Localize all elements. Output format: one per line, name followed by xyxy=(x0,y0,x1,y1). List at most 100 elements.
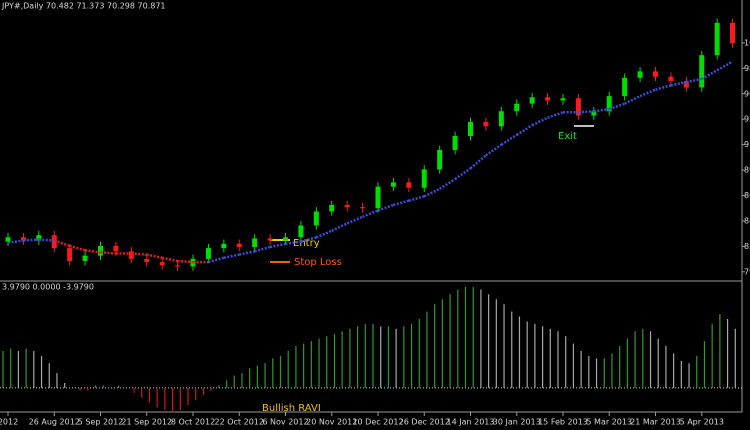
ma-segment xyxy=(38,238,55,242)
y-tick-label: 79.7 xyxy=(744,267,750,276)
candle-body xyxy=(82,255,88,262)
candle-body xyxy=(283,237,288,241)
ma-segment xyxy=(223,253,240,260)
x-tick-label: 10 Dec 2012 xyxy=(352,418,403,427)
ma-segment xyxy=(315,229,333,239)
x-tick-label: 5 Apr 2013 xyxy=(680,418,724,427)
x-tick-label: 14 Jan 2013 xyxy=(447,418,495,427)
y-tick-label: 96.22 xyxy=(744,89,750,98)
candle-body xyxy=(699,55,705,88)
ma-segment xyxy=(393,199,410,207)
candle-body xyxy=(714,22,720,56)
x-tick-label: 6 Nov 2012 xyxy=(262,418,308,427)
x-tick-label: 26 Dec 2012 xyxy=(399,418,450,427)
candle-body xyxy=(730,22,736,44)
entry-label: Entry xyxy=(293,238,320,249)
x-tick-label: 2012 xyxy=(0,418,18,427)
ma-segment xyxy=(53,239,71,248)
ma-segment xyxy=(269,242,286,249)
ma-segment xyxy=(423,187,441,198)
ma-segment xyxy=(7,239,24,244)
y-tick-label: 91.5 xyxy=(744,140,750,149)
candle-body xyxy=(159,262,165,266)
candle-body xyxy=(144,258,150,263)
ma-segment xyxy=(439,178,456,190)
ma-segment xyxy=(408,195,425,202)
candle-body xyxy=(205,248,211,259)
candle-body xyxy=(36,235,42,241)
y-tick-label: 89.14 xyxy=(744,166,750,175)
ma-segment xyxy=(161,256,178,263)
ma-segment xyxy=(84,249,101,254)
y-tick-label: 93.86 xyxy=(744,115,750,124)
candle-body xyxy=(622,77,628,97)
candle-body xyxy=(313,211,319,226)
candle-body xyxy=(653,71,658,77)
ma-segment xyxy=(69,244,86,252)
ma-segment xyxy=(686,77,703,84)
candle-body xyxy=(298,225,304,238)
ma-segment xyxy=(23,238,39,242)
x-tick-label: 15 Feb 2013 xyxy=(538,418,588,427)
ma-segment xyxy=(485,143,503,157)
ma-segment xyxy=(238,250,255,256)
ma-segment xyxy=(608,102,626,111)
chart-title: JPY#,Daily 70.482 71.373 70.298 70.871 xyxy=(1,2,166,11)
exit-label: Exit xyxy=(558,131,577,142)
candle-body xyxy=(390,182,396,187)
ma-segment xyxy=(701,69,718,80)
x-tick-label: 26 Aug 2012 xyxy=(29,418,80,427)
ma-segment xyxy=(531,116,549,127)
ma-segment xyxy=(208,256,225,264)
candle-body xyxy=(452,136,458,151)
x-tick-label: 20 Nov 2012 xyxy=(306,418,357,427)
y-tick-label: 84.42 xyxy=(744,216,750,225)
ma-segment xyxy=(639,88,656,98)
x-tick-label: 21 Mar 2013 xyxy=(630,418,681,427)
candle-body xyxy=(267,238,273,241)
ma-segment xyxy=(716,60,734,72)
candle-body xyxy=(221,243,227,249)
ma-segment xyxy=(331,222,348,232)
ma-segment xyxy=(362,209,379,218)
candle-body xyxy=(591,111,597,116)
candle-body xyxy=(252,238,258,248)
candle-body xyxy=(406,182,412,188)
candle-body xyxy=(67,248,73,262)
ma-segment xyxy=(177,259,194,264)
candle-body xyxy=(575,98,581,116)
ma-segment xyxy=(377,203,394,212)
x-tick-label: 30 Jan 2013 xyxy=(493,418,541,427)
ma-segment xyxy=(624,95,641,105)
x-tick-label: 5 Mar 2013 xyxy=(586,418,632,427)
ma-segment xyxy=(146,253,163,260)
candle-body xyxy=(468,122,473,137)
ma-segment xyxy=(454,167,472,181)
candle-body xyxy=(606,96,612,112)
candle-body xyxy=(498,111,504,127)
ma-segment xyxy=(100,251,117,255)
y-tick-label: 86.78 xyxy=(744,191,750,200)
candle-body xyxy=(483,122,489,127)
ma-segment xyxy=(254,245,271,253)
candle-body xyxy=(545,97,551,101)
indicator-title: 3.9790 0.0000 -3.9790 xyxy=(2,283,94,292)
ma-segment xyxy=(670,80,687,87)
x-tick-label: 22 Oct 2012 xyxy=(215,418,264,427)
y-tick-label: 100.94 xyxy=(744,38,750,47)
ma-segment xyxy=(578,109,594,114)
ma-segment xyxy=(285,240,302,246)
x-tick-label: 8 Oct 2012 xyxy=(171,418,215,427)
candle-body xyxy=(329,204,335,212)
x-tick-label: 21 Sep 2012 xyxy=(121,418,172,427)
candle-body xyxy=(113,245,119,252)
candle-body xyxy=(668,76,674,82)
x-tick-label: 5 Sep 2012 xyxy=(78,418,124,427)
stop-loss-label: Stop Loss xyxy=(294,257,342,268)
y-tick-label: 82.06 xyxy=(744,242,750,251)
candle-body xyxy=(20,237,26,241)
ma-segment xyxy=(346,215,364,225)
